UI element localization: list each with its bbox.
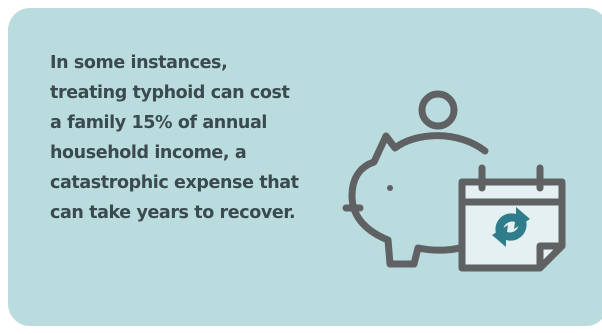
statement-text: In some instances, treating typhoid can … xyxy=(50,53,299,223)
calendar-icon xyxy=(458,164,566,272)
piggy-bank-icon xyxy=(342,132,489,268)
info-card: In some instances, treating typhoid can … xyxy=(8,8,602,326)
refresh-icon xyxy=(492,207,530,247)
illustration xyxy=(342,90,566,272)
coin-icon xyxy=(418,90,458,130)
